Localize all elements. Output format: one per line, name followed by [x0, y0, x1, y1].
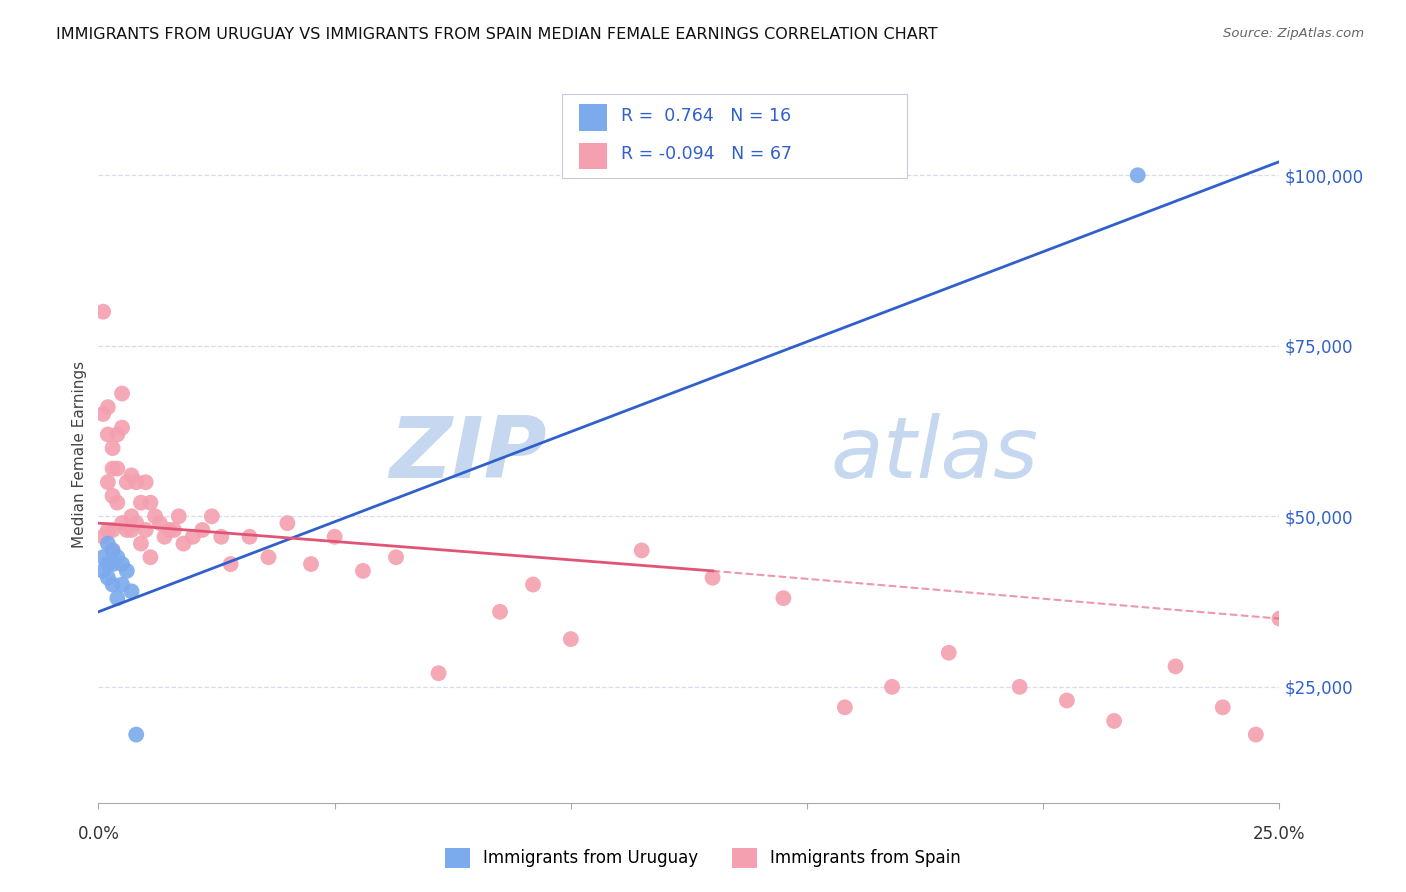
Point [172, 536, 194, 550]
Text: 25.0%: 25.0% [1253, 825, 1306, 843]
Text: R =  0.764   N = 16: R = 0.764 N = 16 [621, 107, 792, 125]
Point [101, 523, 124, 537]
Point [105, 461, 128, 475]
Point [880, 680, 903, 694]
Point [105, 427, 128, 442]
Point [105, 550, 128, 565]
Point [135, 475, 157, 490]
Point [427, 666, 450, 681]
Text: ZIP: ZIP [389, 413, 547, 497]
Point [276, 516, 298, 530]
Point [143, 509, 166, 524]
Point [209, 530, 232, 544]
Point [1212, 700, 1234, 714]
Point [1102, 714, 1125, 728]
Point [522, 577, 544, 591]
Point [149, 516, 172, 530]
Point [111, 557, 134, 571]
Point [167, 509, 190, 524]
Point [101, 543, 124, 558]
Point [121, 523, 143, 537]
Point [97, 523, 120, 537]
Point [1126, 168, 1149, 182]
Point [91, 550, 114, 565]
Point [121, 584, 143, 599]
Text: 0.0%: 0.0% [77, 825, 120, 843]
Point [97, 536, 120, 550]
Point [135, 523, 157, 537]
Point [139, 496, 162, 510]
Point [97, 475, 120, 490]
Point [101, 557, 124, 571]
Point [938, 646, 960, 660]
Point [834, 700, 856, 714]
Point [97, 427, 120, 442]
Point [101, 441, 124, 455]
Text: atlas: atlas [831, 413, 1039, 497]
Point [219, 557, 242, 571]
Point [101, 461, 124, 475]
Point [1056, 693, 1078, 707]
Point [91, 564, 114, 578]
Point [163, 523, 186, 537]
Point [125, 516, 148, 530]
Point [111, 386, 134, 401]
Point [97, 557, 120, 571]
Point [1164, 659, 1187, 673]
Point [129, 496, 152, 510]
Point [702, 571, 724, 585]
Point [385, 550, 408, 565]
Legend: Immigrants from Uruguay, Immigrants from Spain: Immigrants from Uruguay, Immigrants from… [439, 841, 967, 875]
Point [111, 420, 134, 434]
Point [125, 728, 148, 742]
Point [139, 550, 162, 565]
Point [157, 523, 180, 537]
Point [97, 571, 120, 585]
Point [111, 577, 134, 591]
Text: R = -0.094   N = 67: R = -0.094 N = 67 [621, 145, 793, 163]
Point [121, 509, 143, 524]
Text: IMMIGRANTS FROM URUGUAY VS IMMIGRANTS FROM SPAIN MEDIAN FEMALE EARNINGS CORRELAT: IMMIGRANTS FROM URUGUAY VS IMMIGRANTS FR… [56, 27, 938, 42]
Point [105, 591, 128, 606]
Point [115, 523, 138, 537]
Point [1268, 612, 1291, 626]
Point [181, 530, 204, 544]
Point [111, 516, 134, 530]
Text: Source: ZipAtlas.com: Source: ZipAtlas.com [1223, 27, 1364, 40]
Point [352, 564, 374, 578]
Point [239, 530, 262, 544]
Point [560, 632, 582, 646]
Point [97, 400, 120, 414]
Point [323, 530, 346, 544]
Point [101, 577, 124, 591]
Point [115, 564, 138, 578]
Point [105, 496, 128, 510]
Point [101, 543, 124, 558]
Point [191, 523, 214, 537]
Point [489, 605, 512, 619]
Point [101, 489, 124, 503]
Y-axis label: Median Female Earnings: Median Female Earnings [72, 361, 87, 549]
Point [257, 550, 280, 565]
Point [630, 543, 652, 558]
Point [91, 407, 114, 421]
Point [125, 475, 148, 490]
Point [299, 557, 322, 571]
Point [115, 475, 138, 490]
Point [129, 536, 152, 550]
Point [1008, 680, 1031, 694]
Point [201, 509, 224, 524]
Point [121, 468, 143, 483]
Point [1244, 728, 1267, 742]
Point [772, 591, 794, 606]
Point [91, 304, 114, 318]
Point [91, 530, 114, 544]
Point [153, 530, 176, 544]
